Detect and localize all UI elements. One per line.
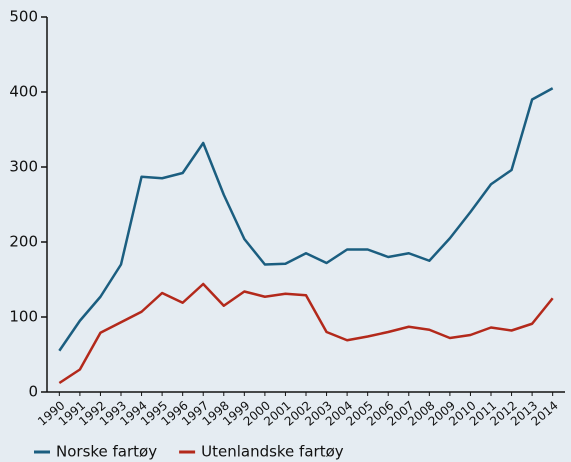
y-tick-label: 500 xyxy=(9,8,38,26)
y-tick-label: 400 xyxy=(9,83,38,101)
y-tick-label: 300 xyxy=(9,158,38,176)
line-series xyxy=(58,282,554,385)
legend-label: Norske fartøy xyxy=(56,443,157,461)
legend-label: Utenlandske fartøy xyxy=(201,443,344,461)
y-tick-label: 200 xyxy=(9,233,38,251)
y-tick-label: 100 xyxy=(9,308,38,326)
line-series xyxy=(58,87,554,352)
y-tick-label: 0 xyxy=(28,383,38,401)
